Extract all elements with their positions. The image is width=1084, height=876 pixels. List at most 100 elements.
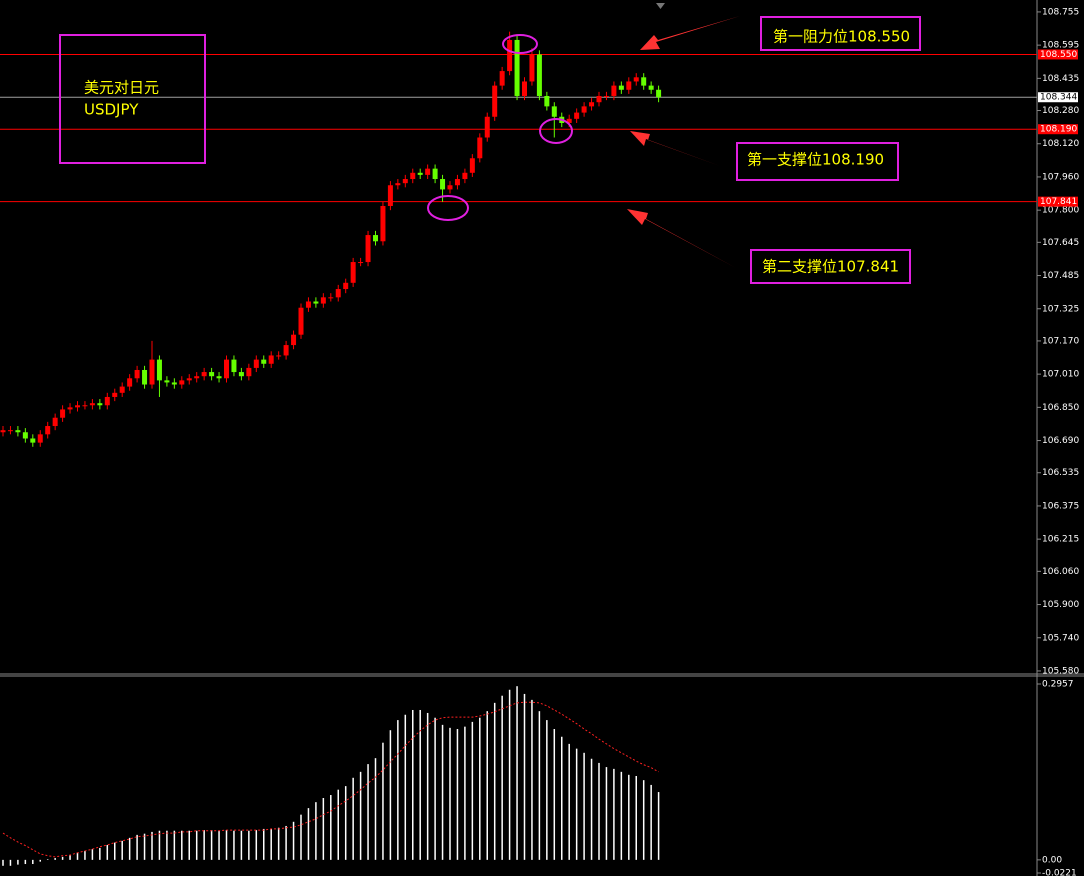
candle-body	[149, 359, 155, 385]
macd-bar	[143, 833, 146, 860]
candle-body	[276, 355, 282, 357]
candle-body	[589, 102, 595, 107]
macd-bar	[322, 798, 325, 860]
y-tick-label: 0.00	[1042, 855, 1062, 865]
candle-body	[499, 71, 505, 86]
macd-bar	[412, 709, 414, 860]
macd-bar	[2, 859, 4, 866]
candle-body	[425, 168, 431, 175]
y-tick-label: 106.690	[1042, 436, 1079, 446]
level-note: 第二支撑位107.841	[762, 258, 899, 276]
candle-body	[551, 106, 557, 117]
arrow	[640, 16, 740, 50]
candle-body	[261, 359, 267, 364]
macd-bar	[61, 856, 64, 860]
level-price-box	[1038, 49, 1078, 60]
macd-bar	[181, 830, 183, 860]
highlight-ellipse	[427, 195, 469, 221]
y-tick-label: 107.645	[1042, 238, 1079, 248]
candle-body	[380, 206, 386, 242]
y-tick-label: -0.0221	[1042, 869, 1077, 876]
macd-bar	[471, 721, 474, 860]
candle-body	[156, 359, 162, 381]
candle-body	[454, 179, 460, 186]
candle-body	[410, 172, 416, 180]
candle-body	[82, 405, 88, 407]
candle-body	[544, 95, 550, 107]
candle-body	[581, 106, 587, 113]
candle-body	[447, 185, 453, 190]
level-note: 第一支撑位108.190	[747, 151, 884, 169]
macd-bar	[620, 771, 623, 860]
macd-bar	[106, 844, 109, 860]
y-tick-label: 105.580	[1042, 666, 1079, 676]
macd-bar	[114, 842, 116, 860]
macd-bar	[307, 808, 310, 860]
candle-body	[432, 168, 438, 180]
macd-bar	[657, 792, 660, 860]
candle-body	[469, 158, 475, 173]
macd-bar	[486, 711, 488, 860]
macd-bar	[441, 724, 444, 860]
candle-body	[75, 405, 80, 408]
candle-body	[574, 112, 580, 119]
candle-body	[298, 307, 304, 335]
y-tick-label: 107.010	[1042, 370, 1079, 380]
candle-body	[60, 409, 66, 418]
level-price-label: 108.190	[1040, 125, 1077, 135]
macd-bar	[628, 774, 630, 860]
macd-bar	[136, 834, 138, 860]
macd-bar	[397, 720, 399, 860]
candle-body	[611, 85, 617, 96]
macd-bar	[426, 712, 429, 860]
y-tick-label: 107.325	[1042, 304, 1079, 314]
macd-bar	[188, 830, 190, 860]
candle-body	[320, 297, 326, 304]
candle-body	[142, 369, 148, 385]
candle-body	[37, 434, 43, 443]
level-price-box	[1038, 196, 1078, 207]
macd-bar	[523, 693, 526, 860]
candle-body	[127, 378, 133, 387]
y-tick-label: 106.215	[1042, 535, 1079, 545]
macd-bar	[210, 830, 213, 860]
y-tick-label: 108.120	[1042, 139, 1079, 149]
candle-body	[335, 289, 341, 298]
y-tick-label: 106.060	[1042, 567, 1079, 577]
macd-bar	[76, 852, 79, 860]
last-price-box	[1038, 92, 1078, 103]
candle-body	[0, 430, 6, 433]
macd-bar	[575, 748, 578, 860]
macd-bar	[613, 768, 615, 860]
candle-body	[373, 235, 378, 242]
candle-body	[7, 430, 13, 432]
macd-bar	[91, 849, 94, 860]
macd-bar	[419, 709, 421, 860]
y-tick-label: 108.755	[1042, 7, 1079, 17]
level-note: 第一阻力位108.550	[773, 28, 910, 46]
macd-bar	[17, 859, 19, 865]
candle-body	[52, 417, 58, 427]
macd-bar	[538, 711, 541, 860]
macd-bar	[248, 830, 250, 860]
macd-bar	[69, 855, 71, 860]
y-tick-label: 107.485	[1042, 271, 1079, 281]
macd-bar	[173, 830, 176, 860]
candle-body	[201, 372, 207, 377]
macd-bar	[203, 830, 205, 860]
candle-body	[15, 430, 21, 433]
macd-bar	[359, 771, 362, 860]
macd-bar	[568, 743, 570, 860]
macd-bar	[54, 858, 56, 860]
candle-body	[603, 95, 609, 97]
candle-body	[112, 392, 118, 397]
candle-body	[67, 407, 73, 410]
candle-body	[529, 54, 535, 82]
macd-bar	[642, 780, 645, 860]
candle-body	[626, 81, 632, 90]
macd-bar	[151, 831, 153, 860]
macd-bar	[99, 847, 101, 860]
macd-bar	[561, 736, 563, 860]
macd-bar	[352, 777, 354, 860]
